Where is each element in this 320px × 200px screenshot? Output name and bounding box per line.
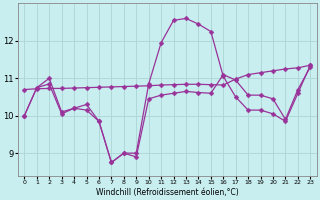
X-axis label: Windchill (Refroidissement éolien,°C): Windchill (Refroidissement éolien,°C): [96, 188, 239, 197]
